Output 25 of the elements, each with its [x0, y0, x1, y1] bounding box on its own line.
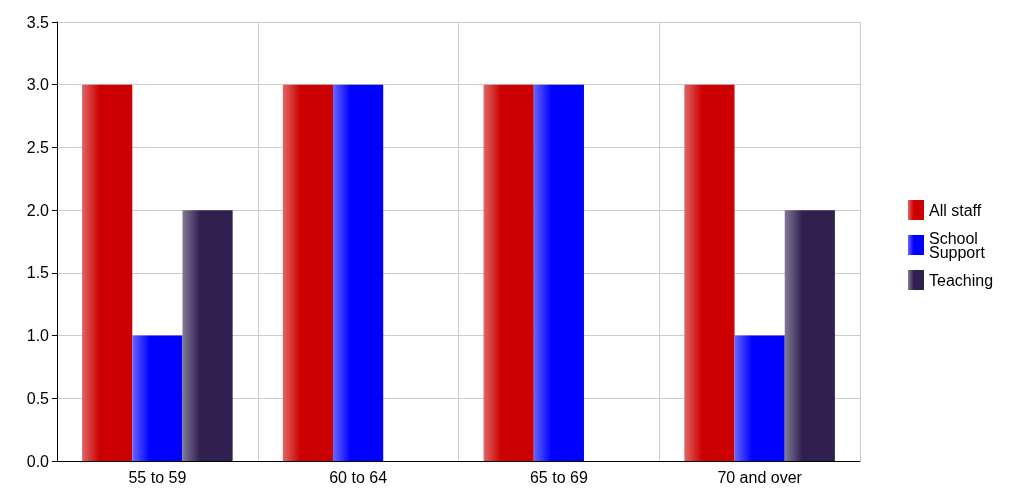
- x-tick-label: 60 to 64: [329, 468, 388, 486]
- y-tick-label: 3.5: [26, 13, 50, 31]
- bar: [784, 210, 835, 461]
- x-tick-label: 65 to 69: [529, 468, 588, 486]
- y-tick-label: 1.0: [26, 327, 50, 345]
- y-tick-label: 2.0: [26, 201, 50, 219]
- bar: [82, 84, 133, 461]
- legend-label: Teaching: [929, 271, 994, 289]
- bar: [132, 335, 183, 461]
- x-tick-label: 55 to 59: [128, 468, 187, 486]
- x-tick-label: 70 and over: [717, 468, 803, 486]
- y-tick-label: 0.5: [26, 389, 50, 407]
- y-tick-label: 3.0: [26, 76, 50, 94]
- bar: [684, 84, 735, 461]
- y-tick-label: 0.0: [26, 452, 50, 470]
- y-tick-label: 1.5: [26, 264, 50, 282]
- bar: [483, 84, 534, 461]
- legend-label: All staff: [929, 201, 982, 219]
- legend-label: School Support: [929, 229, 986, 261]
- y-tick-label: 2.5: [26, 138, 50, 156]
- bar: [734, 335, 785, 461]
- bar: [533, 84, 584, 461]
- bar: [333, 84, 384, 461]
- bar: [182, 210, 233, 461]
- bar: [282, 84, 334, 461]
